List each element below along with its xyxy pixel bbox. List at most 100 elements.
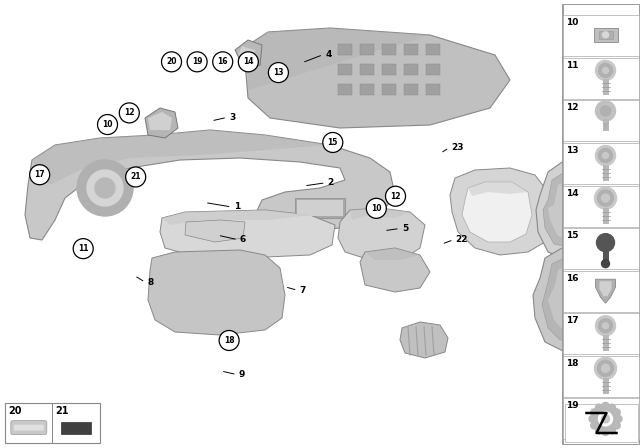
Circle shape: [591, 422, 598, 429]
Polygon shape: [162, 210, 310, 225]
Polygon shape: [238, 46, 255, 62]
Polygon shape: [600, 281, 611, 296]
Text: 4: 4: [325, 50, 332, 59]
Bar: [297, 200, 343, 216]
Text: 19: 19: [566, 401, 579, 410]
Bar: [563, 271, 639, 312]
Bar: [61, 422, 91, 434]
Polygon shape: [543, 170, 596, 248]
Text: 18: 18: [224, 336, 234, 345]
Polygon shape: [350, 208, 410, 220]
Bar: [360, 84, 374, 95]
Bar: [426, 44, 440, 55]
Circle shape: [602, 152, 609, 159]
Circle shape: [602, 323, 609, 329]
Bar: [602, 164, 609, 181]
Text: 11: 11: [566, 61, 579, 70]
Circle shape: [602, 32, 609, 38]
Text: 16: 16: [218, 57, 228, 66]
Text: 15: 15: [566, 231, 579, 240]
Text: 20: 20: [166, 57, 177, 66]
Circle shape: [97, 115, 118, 134]
Text: 18: 18: [566, 359, 579, 368]
Circle shape: [615, 415, 622, 422]
Polygon shape: [235, 40, 262, 68]
Polygon shape: [595, 279, 616, 303]
Text: 2: 2: [328, 178, 334, 187]
Circle shape: [119, 103, 140, 123]
Text: 8: 8: [147, 278, 154, 287]
Circle shape: [323, 133, 343, 152]
Circle shape: [212, 52, 233, 72]
Bar: [602, 79, 609, 95]
Polygon shape: [548, 178, 590, 240]
Text: 23: 23: [451, 143, 464, 152]
Polygon shape: [400, 322, 448, 358]
Bar: [338, 44, 352, 55]
Text: 6: 6: [240, 235, 246, 244]
Text: 14: 14: [243, 57, 253, 66]
Circle shape: [595, 358, 616, 379]
Bar: [295, 198, 345, 218]
Text: 19: 19: [192, 57, 202, 66]
Text: 5: 5: [402, 224, 408, 233]
Circle shape: [77, 160, 133, 216]
Bar: [563, 143, 639, 184]
Polygon shape: [450, 168, 550, 255]
Text: 20: 20: [8, 406, 22, 416]
Circle shape: [598, 64, 612, 78]
Circle shape: [609, 404, 616, 411]
Text: 7: 7: [300, 286, 306, 295]
Polygon shape: [32, 130, 330, 185]
Bar: [338, 64, 352, 75]
Circle shape: [595, 101, 616, 121]
Bar: [563, 228, 639, 269]
Circle shape: [219, 331, 239, 350]
Circle shape: [161, 52, 182, 72]
Polygon shape: [462, 182, 532, 242]
Circle shape: [593, 406, 618, 432]
Polygon shape: [365, 248, 420, 260]
Bar: [602, 378, 609, 394]
Bar: [382, 84, 396, 95]
Bar: [598, 31, 612, 39]
Polygon shape: [542, 256, 602, 340]
Text: 1: 1: [234, 202, 240, 211]
Bar: [404, 84, 418, 95]
Text: 12: 12: [124, 108, 134, 117]
Bar: [382, 64, 396, 75]
Circle shape: [602, 194, 609, 202]
Polygon shape: [548, 264, 592, 332]
Bar: [602, 335, 609, 351]
Bar: [426, 64, 440, 75]
Polygon shape: [533, 248, 618, 352]
Text: 13: 13: [566, 146, 579, 155]
Polygon shape: [25, 130, 395, 240]
Text: 11: 11: [78, 244, 88, 253]
Bar: [360, 64, 374, 75]
FancyBboxPatch shape: [14, 425, 44, 431]
Circle shape: [595, 187, 616, 209]
Circle shape: [596, 234, 614, 252]
Text: 12: 12: [390, 192, 401, 201]
Circle shape: [598, 319, 612, 333]
Circle shape: [602, 428, 609, 435]
Polygon shape: [145, 108, 178, 138]
Bar: [404, 44, 418, 55]
Circle shape: [598, 412, 612, 426]
Text: 21: 21: [131, 172, 141, 181]
Polygon shape: [360, 248, 430, 292]
Circle shape: [595, 316, 616, 336]
Circle shape: [238, 52, 259, 72]
Polygon shape: [338, 208, 425, 260]
Bar: [593, 28, 618, 42]
Polygon shape: [245, 28, 510, 128]
Circle shape: [598, 149, 612, 163]
Text: 22: 22: [456, 235, 468, 244]
Bar: [338, 84, 352, 95]
Text: 10: 10: [566, 18, 579, 27]
Circle shape: [613, 422, 620, 429]
Bar: [563, 185, 639, 227]
Circle shape: [595, 60, 616, 80]
Circle shape: [187, 52, 207, 72]
